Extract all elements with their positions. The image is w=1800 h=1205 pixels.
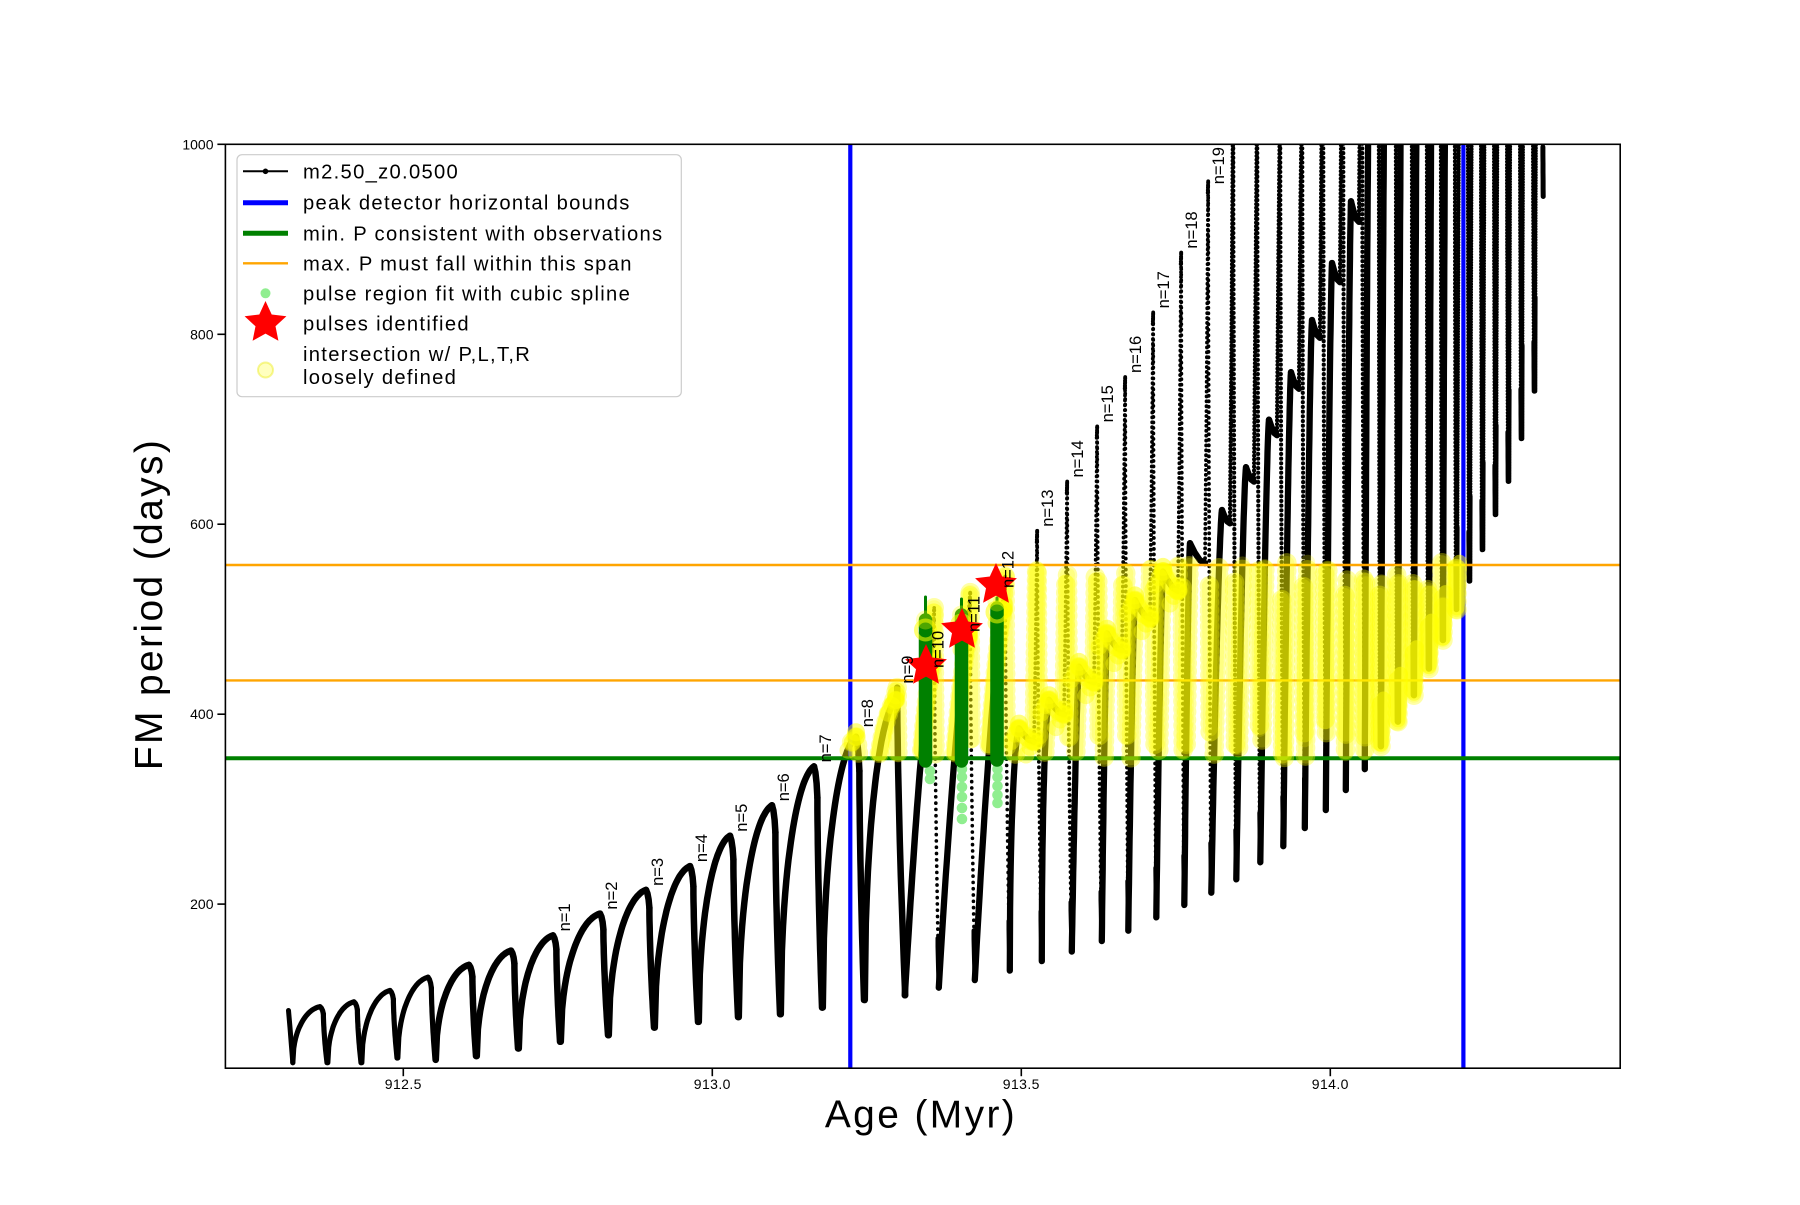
svg-text:200: 200 [190, 896, 214, 912]
svg-text:n=1: n=1 [556, 903, 574, 931]
svg-text:Age (Myr): Age (Myr) [825, 1094, 1017, 1137]
svg-text:912.5: 912.5 [385, 1076, 422, 1092]
svg-text:loosely defined: loosely defined [303, 367, 457, 389]
svg-text:n=3: n=3 [649, 858, 667, 886]
svg-text:n=14: n=14 [1069, 440, 1087, 477]
svg-text:913.0: 913.0 [694, 1076, 731, 1092]
svg-text:n=16: n=16 [1127, 336, 1145, 373]
svg-text:n=8: n=8 [859, 699, 877, 727]
svg-text:800: 800 [190, 326, 214, 342]
svg-text:n=19: n=19 [1210, 147, 1228, 184]
svg-text:m2.50_z0.0500: m2.50_z0.0500 [303, 161, 459, 183]
svg-text:n=4: n=4 [693, 834, 711, 862]
svg-text:peak detector horizontal bound: peak detector horizontal bounds [303, 193, 631, 215]
svg-text:914.0: 914.0 [1312, 1076, 1349, 1092]
svg-text:n=13: n=13 [1039, 490, 1057, 527]
svg-text:400: 400 [190, 706, 214, 722]
svg-text:intersection w/ P,L,T,R: intersection w/ P,L,T,R [303, 344, 531, 366]
svg-text:max. P must fall within this s: max. P must fall within this span [303, 253, 633, 275]
svg-text:FM period (days): FM period (days) [128, 438, 171, 770]
svg-text:n=12: n=12 [1000, 551, 1018, 588]
svg-text:n=5: n=5 [733, 804, 751, 832]
svg-text:n=17: n=17 [1155, 271, 1173, 308]
svg-text:pulse region fit with cubic sp: pulse region fit with cubic spline [303, 283, 631, 305]
svg-text:913.5: 913.5 [1003, 1076, 1040, 1092]
svg-text:n=11: n=11 [966, 596, 984, 632]
svg-text:pulses identified: pulses identified [303, 313, 470, 335]
svg-text:600: 600 [190, 516, 214, 532]
svg-text:n=7: n=7 [817, 734, 835, 762]
svg-text:n=2: n=2 [603, 882, 621, 910]
svg-text:n=18: n=18 [1183, 211, 1201, 248]
svg-text:1000: 1000 [182, 136, 213, 152]
svg-text:n=15: n=15 [1099, 385, 1117, 422]
svg-text:n=10: n=10 [930, 631, 948, 668]
svg-text:min. P consistent with observa: min. P consistent with observations [303, 223, 663, 245]
svg-text:n=6: n=6 [775, 773, 793, 801]
svg-text:n=9: n=9 [899, 656, 917, 684]
